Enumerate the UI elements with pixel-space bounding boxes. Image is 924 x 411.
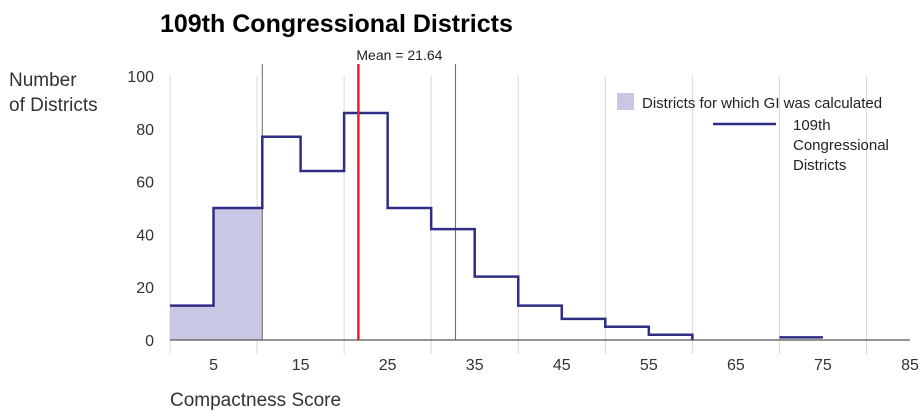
x-tick-label-5: 5 xyxy=(209,357,218,374)
legend-label-line-3: Districts xyxy=(793,157,846,174)
series-layer xyxy=(170,111,823,340)
y-tick-label-40: 40 xyxy=(136,227,154,244)
x-tick-label-25: 25 xyxy=(379,357,397,374)
x-axis-label: Compactness Score xyxy=(170,390,341,411)
x-tick-label-55: 55 xyxy=(640,357,658,374)
mean-layer: Mean = 21.64 xyxy=(356,47,443,340)
shaded-bin-0 xyxy=(170,305,214,340)
y-tick-label-60: 60 xyxy=(136,175,154,192)
y-tick-label-20: 20 xyxy=(136,280,154,297)
y-tick-label-100: 100 xyxy=(127,69,154,86)
grid-lines xyxy=(169,76,867,354)
legend: Districts for which GI was calculated 10… xyxy=(617,93,889,174)
x-tick-label-75: 75 xyxy=(814,357,832,374)
tick-labels: 0 20 40 60 80 100 5 15 25 35 45 55 65 75 85 xyxy=(127,69,919,374)
y-tick-label-80: 80 xyxy=(136,122,154,139)
shaded-region-layer xyxy=(170,208,263,340)
y-axis-label-line-1: Number xyxy=(9,70,77,91)
legend-label-line-2: Congressional xyxy=(793,137,889,154)
x-tick-label-85: 85 xyxy=(901,357,919,374)
x-tick-label-65: 65 xyxy=(727,357,745,374)
legend-label-line-1: 109th xyxy=(793,117,831,134)
shaded-bin-1 xyxy=(213,208,263,340)
series-step-line-0 xyxy=(170,111,694,340)
x-tick-label-15: 15 xyxy=(292,357,310,374)
y-tick-label-0: 0 xyxy=(145,333,154,350)
chart-title: 109th Congressional Districts xyxy=(160,10,513,38)
legend-swatch-shaded xyxy=(617,93,634,110)
x-tick-label-35: 35 xyxy=(466,357,484,374)
x-tick-label-45: 45 xyxy=(553,357,571,374)
mean-label: Mean = 21.64 xyxy=(356,47,442,63)
legend-label-shaded: Districts for which GI was calculated xyxy=(642,95,882,112)
y-axis-label-line-2: of Districts xyxy=(9,95,98,116)
